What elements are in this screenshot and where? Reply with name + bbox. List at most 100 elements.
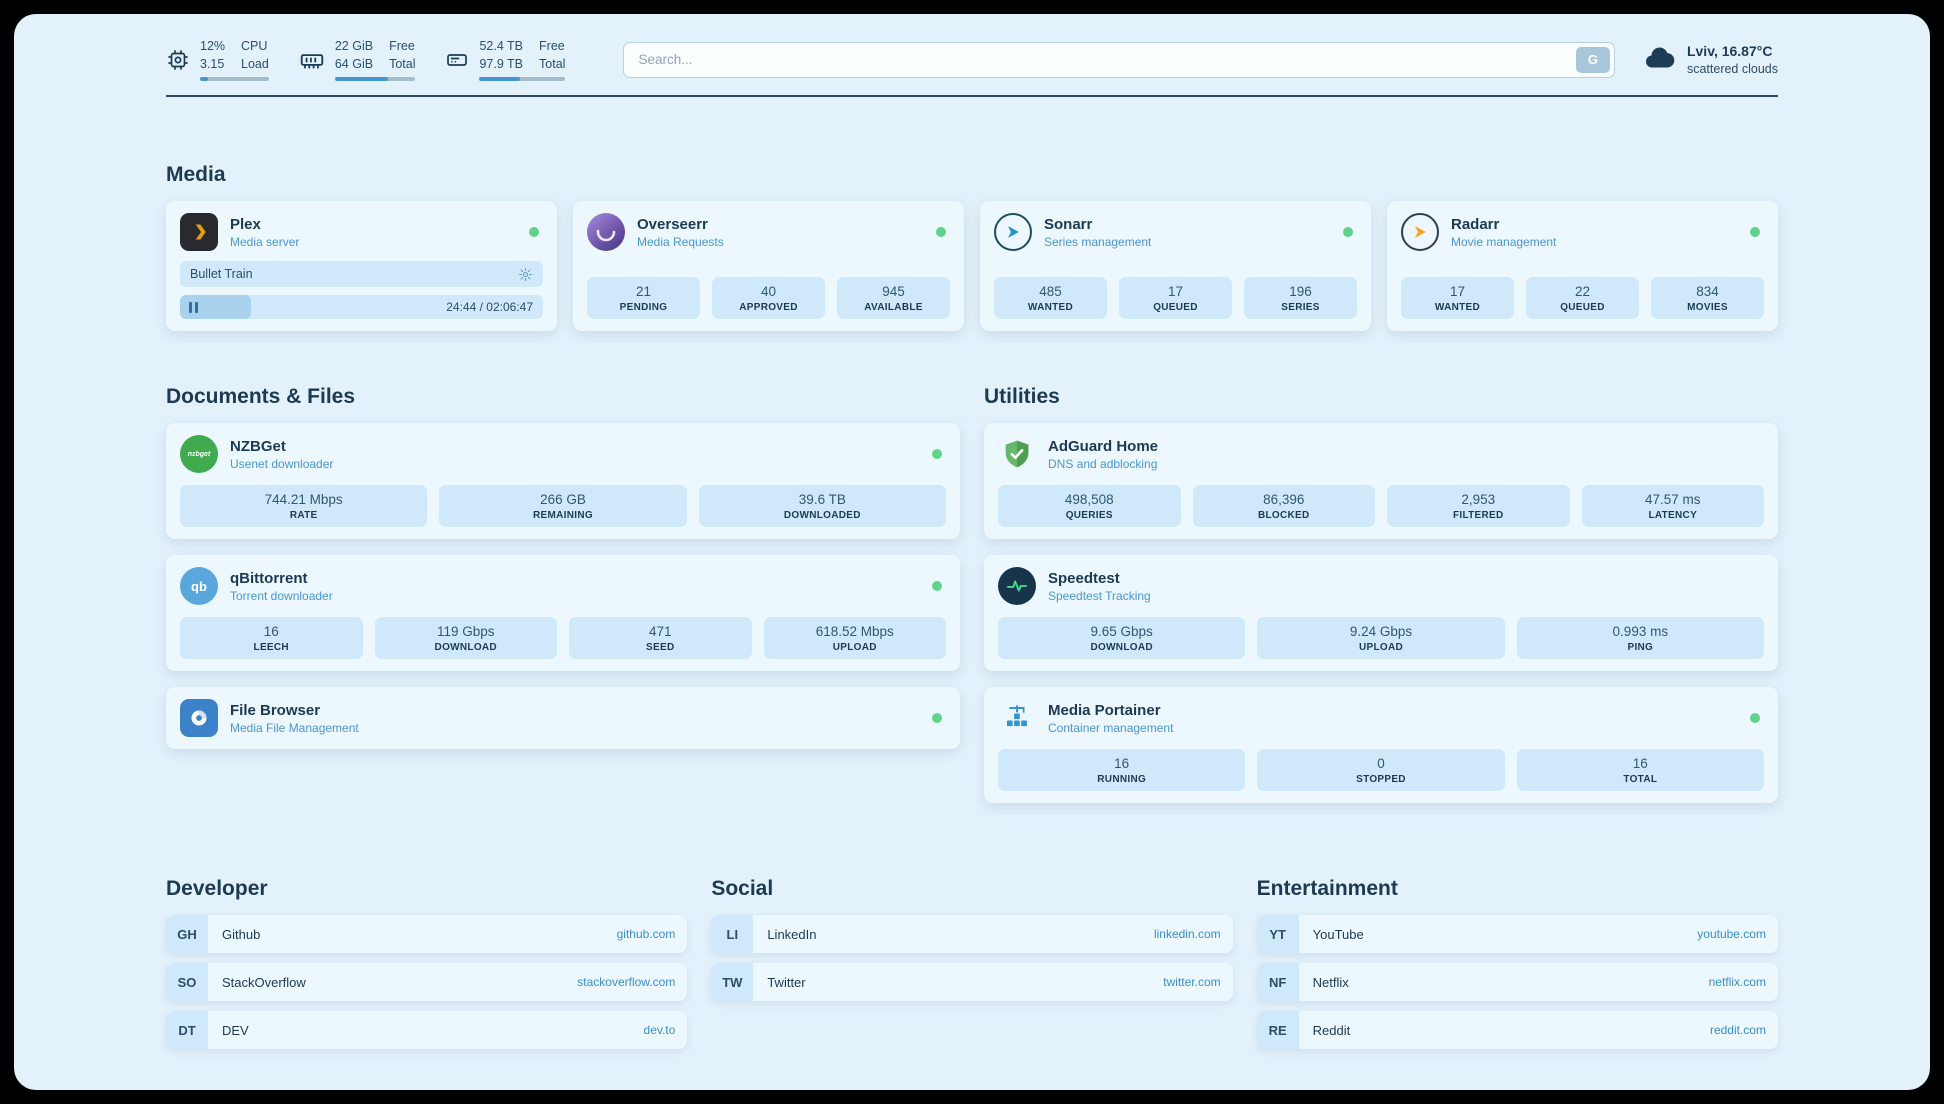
top-bar: 12% 3.15 CPU Load xyxy=(166,38,1778,81)
status-dot xyxy=(936,227,946,237)
stat-upload: 9.24 Gbps UPLOAD xyxy=(1257,617,1505,659)
bookmark-github[interactable]: GH Github github.com xyxy=(166,915,688,953)
cpu-usage-label: CPU xyxy=(241,39,268,53)
bookmark-url: reddit.com xyxy=(1709,1023,1766,1037)
bookmark-abbr: TW xyxy=(711,963,754,1001)
search-provider-button[interactable]: G xyxy=(1575,46,1610,73)
service-name: Media Portainer xyxy=(1048,701,1161,719)
stat-ping: 0.993 ms PING xyxy=(1516,617,1764,659)
weather-location: Lviv, 16.87°C xyxy=(1686,42,1773,59)
developer-section-title: Developer xyxy=(166,877,268,900)
status-dot xyxy=(932,581,942,591)
documents-section-title: Documents & Files xyxy=(166,385,356,408)
topbar-divider xyxy=(166,95,1778,97)
weather-widget: Lviv, 16.87°C scattered clouds xyxy=(1643,42,1778,78)
bookmark-url: linkedin.com xyxy=(1153,927,1221,941)
section-entertainment: Entertainment YT YouTube youtube.com NF … xyxy=(1256,877,1778,1059)
entertainment-section-title: Entertainment xyxy=(1256,877,1398,900)
status-dot xyxy=(1750,713,1760,723)
stat-stopped: 0 STOPPED xyxy=(1257,749,1505,791)
cpu-usage-value: 12% xyxy=(200,39,226,53)
stat-upload: 618.52 Mbps UPLOAD xyxy=(763,617,946,659)
service-card-adguard[interactable]: AdGuard Home DNS and adblocking 498,508 … xyxy=(984,423,1778,539)
service-subtitle: Media server xyxy=(230,234,300,249)
bookmark-stackoverflow[interactable]: SO StackOverflow stackoverflow.com xyxy=(166,963,688,1001)
bookmark-abbr: SO xyxy=(166,963,208,1001)
bookmark-name: Twitter xyxy=(767,974,806,990)
bookmark-twitter[interactable]: TW Twitter twitter.com xyxy=(711,963,1233,1001)
bookmark-abbr: NF xyxy=(1256,963,1299,1001)
memory-widget: 22 GiB 64 GiB Free Total xyxy=(299,38,416,81)
service-name: Plex xyxy=(230,215,261,233)
stat-queries: 498,508 QUERIES xyxy=(998,485,1181,527)
service-subtitle: Usenet downloader xyxy=(230,456,334,471)
stat-downloaded: 39.6 TB DOWNLOADED xyxy=(698,485,946,527)
bookmark-name: LinkedIn xyxy=(767,926,817,942)
service-card-portainer[interactable]: Media Portainer Container management 16 … xyxy=(984,687,1778,803)
service-name: AdGuard Home xyxy=(1048,437,1159,455)
cpu-load-value: 3.15 xyxy=(200,56,225,71)
service-card-sonarr[interactable]: Sonarr Series management 485 WANTED 17 Q… xyxy=(980,201,1371,331)
bookmark-netflix[interactable]: NF Netflix netflix.com xyxy=(1256,963,1778,1001)
bookmark-url: dev.to xyxy=(643,1023,676,1037)
overseerr-icon xyxy=(587,213,625,251)
service-card-filebrowser[interactable]: File Browser Media File Management xyxy=(166,687,960,749)
gear-icon[interactable] xyxy=(518,267,533,282)
stat-latency: 47.57 ms LATENCY xyxy=(1581,485,1764,527)
media-section-title: Media xyxy=(166,163,226,186)
section-media: Media Plex Media server xyxy=(166,163,1778,331)
service-subtitle: Media Requests xyxy=(637,234,724,249)
stat-series: 196 SERIES xyxy=(1244,277,1357,319)
social-section-title: Social xyxy=(711,877,774,900)
service-name: qBittorrent xyxy=(230,569,308,587)
portainer-icon xyxy=(998,699,1036,737)
service-card-overseerr[interactable]: Overseerr Media Requests 21 PENDING 40 A… xyxy=(573,201,964,331)
bookmark-youtube[interactable]: YT YouTube youtube.com xyxy=(1256,915,1778,953)
service-name: File Browser xyxy=(230,701,321,719)
stat-rate: 744.21 Mbps RATE xyxy=(180,485,428,527)
service-card-radarr[interactable]: Radarr Movie management 17 WANTED 22 QUE… xyxy=(1387,201,1778,331)
speedtest-icon xyxy=(998,567,1036,605)
service-card-qbittorrent[interactable]: qb qBittorrent Torrent downloader 16 LEE… xyxy=(166,555,960,671)
filebrowser-icon xyxy=(180,699,218,737)
bookmark-reddit[interactable]: RE Reddit reddit.com xyxy=(1256,1011,1778,1049)
playback-time: 24:44 / 02:06:47 xyxy=(446,300,533,314)
sonarr-icon xyxy=(994,213,1032,251)
service-name: Overseerr xyxy=(637,215,708,233)
stat-seed: 471 SEED xyxy=(569,617,752,659)
stat-filtered: 2,953 FILTERED xyxy=(1387,485,1570,527)
stat-wanted: 485 WANTED xyxy=(994,277,1107,319)
search-input[interactable] xyxy=(623,41,1615,78)
service-name: NZBGet xyxy=(230,437,286,455)
utilities-section-title: Utilities xyxy=(984,385,1060,408)
status-dot xyxy=(932,713,942,723)
service-card-plex[interactable]: Plex Media server Bullet Train xyxy=(166,201,557,331)
disk-widget: 52.4 TB 97.9 TB Free Total xyxy=(445,38,566,81)
service-card-speedtest[interactable]: Speedtest Speedtest Tracking 9.65 Gbps D… xyxy=(984,555,1778,671)
service-subtitle: Movie management xyxy=(1451,234,1557,249)
bookmark-name: YouTube xyxy=(1312,926,1364,942)
service-card-nzbget[interactable]: nzbget NZBGet Usenet downloader 744.21 M… xyxy=(166,423,960,539)
stat-movies: 834 MOVIES xyxy=(1651,277,1764,319)
bookmark-name: Github xyxy=(222,926,261,942)
section-utilities: Utilities AdGuard Home xyxy=(984,385,1778,819)
cloud-icon xyxy=(1643,43,1677,76)
search-bar: G xyxy=(623,41,1615,78)
section-developer: Developer GH Github github.com SO StackO… xyxy=(166,877,688,1059)
memory-icon xyxy=(299,47,325,73)
bookmark-url: twitter.com xyxy=(1163,975,1221,989)
cpu-load-label: Load xyxy=(241,56,269,71)
bookmark-name: DEV xyxy=(222,1022,249,1038)
bookmark-dev[interactable]: DT DEV dev.to xyxy=(166,1011,688,1049)
service-subtitle: DNS and adblocking xyxy=(1048,456,1158,471)
disk-free-value: 52.4 TB xyxy=(479,39,524,53)
cpu-progress-bar xyxy=(200,77,269,81)
bookmark-url: stackoverflow.com xyxy=(577,975,676,989)
pause-icon xyxy=(189,301,192,313)
stat-queued: 22 QUEUED xyxy=(1526,277,1639,319)
stat-pending: 21 PENDING xyxy=(587,277,700,319)
bookmark-linkedin[interactable]: LI LinkedIn linkedin.com xyxy=(711,915,1233,953)
status-dot xyxy=(1343,227,1353,237)
radarr-icon xyxy=(1401,213,1439,251)
pause-button[interactable] xyxy=(180,295,251,319)
